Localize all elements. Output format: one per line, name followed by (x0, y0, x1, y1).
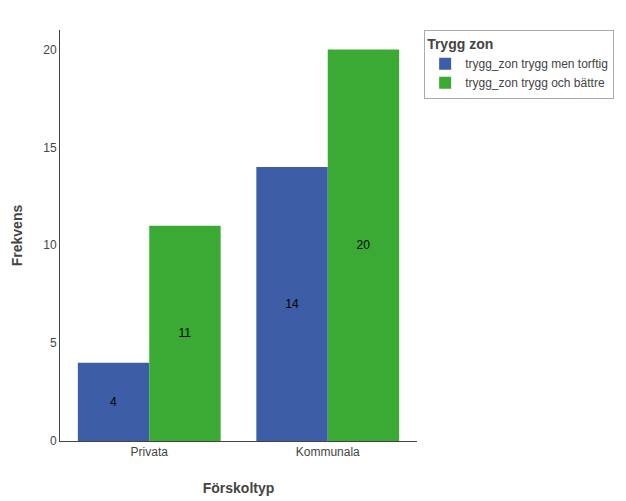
svg-text:15: 15 (43, 141, 57, 155)
svg-text:trygg_zon trygg och bättre: trygg_zon trygg och bättre (465, 76, 605, 90)
svg-text:0: 0 (50, 434, 57, 448)
svg-text:trygg_zon trygg men torftig: trygg_zon trygg men torftig (465, 57, 608, 71)
svg-text:20: 20 (357, 238, 371, 252)
svg-text:Kommunala: Kommunala (296, 445, 360, 459)
svg-text:20: 20 (43, 43, 57, 57)
svg-text:14: 14 (285, 297, 299, 311)
svg-text:Frekvens: Frekvens (9, 205, 25, 267)
svg-text:Privata: Privata (131, 445, 169, 459)
svg-text:Trygg zon: Trygg zon (427, 36, 493, 52)
svg-text:10: 10 (43, 238, 57, 252)
svg-text:Förskoltyp: Förskoltyp (203, 480, 275, 496)
svg-text:4: 4 (110, 395, 117, 409)
svg-text:11: 11 (179, 326, 192, 340)
svg-text:5: 5 (50, 336, 57, 350)
